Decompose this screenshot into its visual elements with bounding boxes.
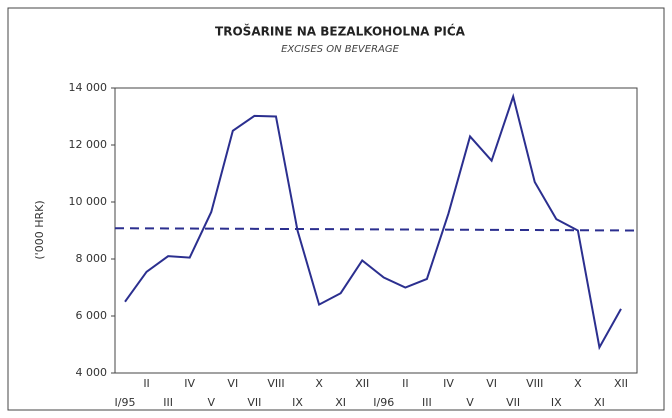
chart-title: TROŠARINE NA BEZALKOHOLNA PIĆA — [215, 24, 466, 39]
x-tick-label: XI — [335, 396, 346, 409]
x-tick-label: IV — [184, 377, 195, 390]
y-axis-label: ('000 HRK) — [33, 200, 46, 259]
y-tick-label: 6 000 — [76, 309, 108, 322]
y-tick-label: 10 000 — [69, 195, 108, 208]
x-tick-label: XII — [355, 377, 369, 390]
x-tick-label: VIII — [526, 377, 543, 390]
x-tick-label: XII — [614, 377, 628, 390]
x-tick-label: IX — [292, 396, 303, 409]
x-tick-label: X — [315, 377, 323, 390]
x-tick-label: VII — [247, 396, 261, 409]
x-tick-label: III — [163, 396, 173, 409]
x-tick-label: II — [402, 377, 409, 390]
x-tick-label: IV — [443, 377, 454, 390]
plot-area — [114, 87, 638, 374]
x-tick-label: III — [422, 396, 432, 409]
x-tick-label: II — [143, 377, 150, 390]
y-tick-label: 12 000 — [69, 138, 108, 151]
x-tick-label: VI — [486, 377, 497, 390]
x-tick-label: IX — [551, 396, 562, 409]
frame — [7, 7, 665, 411]
x-tick-label: VI — [227, 377, 238, 390]
y-tick-label: 14 000 — [69, 81, 108, 94]
chart-subtitle: EXCISES ON BEVERAGE — [281, 44, 400, 55]
x-tick-label: V — [207, 396, 215, 409]
x-tick-label: XI — [594, 396, 605, 409]
trend-line — [114, 227, 638, 232]
y-tick-label: 4 000 — [76, 366, 108, 379]
x-tick-label: I/95 — [115, 396, 136, 409]
x-tick-label: X — [574, 377, 582, 390]
line-series — [124, 93, 622, 351]
x-tick-label: VII — [506, 396, 520, 409]
x-tick-label: I/96 — [373, 396, 394, 409]
y-tick-label: 8 000 — [76, 252, 108, 265]
x-tick-label: VIII — [267, 377, 284, 390]
x-tick-label: V — [466, 396, 474, 409]
